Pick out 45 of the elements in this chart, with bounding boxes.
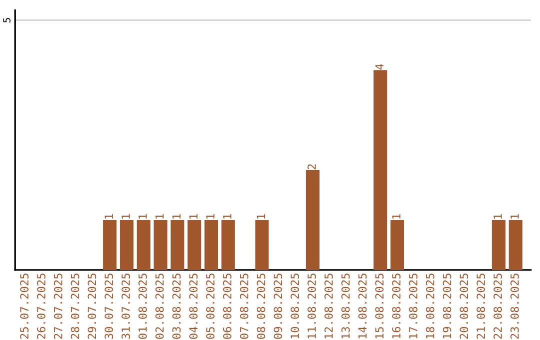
x-tick-label: 19.08.2025 bbox=[442, 274, 452, 338]
data-label: 1 bbox=[392, 214, 400, 219]
x-tick-label: 28.07.2025 bbox=[70, 274, 80, 339]
x-tick-label: 12.08.2025 bbox=[324, 274, 333, 338]
x-tick-label: 22.08.2025 bbox=[494, 274, 502, 339]
x-tick-label: 04.08.2025 bbox=[189, 274, 198, 339]
data-label: 1 bbox=[156, 214, 164, 219]
data-label: 1 bbox=[256, 214, 266, 219]
data-label: 2 bbox=[308, 164, 316, 170]
data-label: 1 bbox=[172, 214, 181, 219]
x-tick-label: 27.07.2025 bbox=[54, 274, 62, 339]
data-label: 1 bbox=[510, 214, 519, 219]
x-tick-label: 20.08.2025 bbox=[460, 274, 468, 339]
x-tick-label: 13.08.2025 bbox=[341, 274, 350, 338]
x-tick-label: 01.08.2025 bbox=[138, 274, 147, 339]
x-tick-label: 05.08.2025 bbox=[206, 274, 215, 339]
x-tick-label: 31.07.2025 bbox=[122, 274, 130, 339]
x-tick-label: 21.08.2025 bbox=[476, 274, 486, 339]
data-label: 1 bbox=[138, 214, 147, 219]
data-label: 1 bbox=[494, 214, 502, 219]
x-tick-label: 03.08.2025 bbox=[172, 274, 181, 339]
x-tick-label: 26.07.2025 bbox=[37, 274, 46, 339]
data-label: 1 bbox=[223, 214, 232, 219]
x-tick-label: 10.08.2025 bbox=[290, 274, 300, 338]
data-label: 1 bbox=[122, 214, 130, 219]
x-tick-label: 09.08.2025 bbox=[274, 274, 282, 339]
x-tick-label: 14.08.2025 bbox=[358, 274, 367, 338]
x-tick-label: 06.08.2025 bbox=[223, 274, 232, 339]
x-tick-label: 29.07.2025 bbox=[88, 274, 96, 339]
x-tick-label: 23.08.2025 bbox=[510, 274, 519, 339]
x-tick-label: 11.08.2025 bbox=[308, 274, 316, 338]
y-tick-label: 5 bbox=[3, 18, 10, 22]
x-tick-label: 30.07.2025 bbox=[104, 274, 114, 339]
x-tick-label: 25.07.2025 bbox=[20, 274, 29, 339]
data-label: 4 bbox=[375, 64, 384, 70]
x-tick-label: 15.08.2025 bbox=[375, 274, 384, 338]
data-label: 1 bbox=[189, 214, 198, 219]
x-tick-label: 17.08.2025 bbox=[409, 274, 418, 338]
x-tick-label: 02.08.2025 bbox=[155, 274, 164, 339]
x-tick-label: 16.08.2025 bbox=[392, 274, 400, 338]
data-label: 1 bbox=[206, 214, 214, 219]
x-tick-label: 18.08.2025 bbox=[426, 274, 434, 338]
x-tick-label: 07.08.2025 bbox=[240, 274, 248, 339]
data-label: 1 bbox=[104, 214, 113, 219]
x-tick-label: 08.08.2025 bbox=[256, 274, 266, 339]
